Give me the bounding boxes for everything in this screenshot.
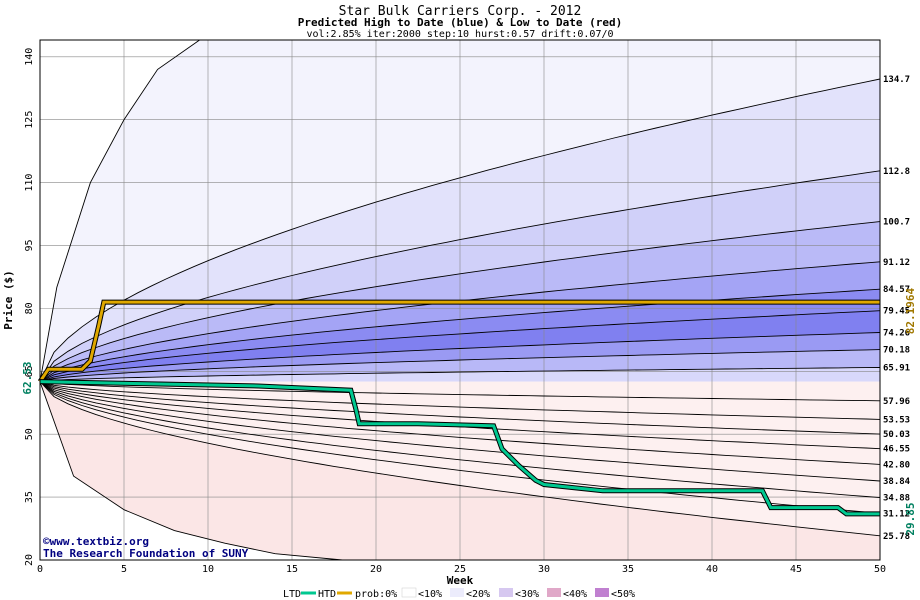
quantile-end-label: 84.57 xyxy=(883,285,910,295)
quantile-end-label: 74.26 xyxy=(883,328,910,338)
legend: LTD HTD prob:0% <10% <20% <30% <40% <50% xyxy=(283,587,635,600)
chart-params: vol:2.85% iter:2000 step:10 hurst:0.57 d… xyxy=(306,29,613,40)
quantile-end-label: 25.78 xyxy=(883,532,910,542)
x-tick-label: 5 xyxy=(121,564,127,575)
quantile-end-label: 31.12 xyxy=(883,509,910,519)
x-tick-label: 45 xyxy=(790,564,802,575)
low-quantile-line-1 xyxy=(39,381,881,420)
low-quantile-line-0 xyxy=(39,381,881,402)
series-lines xyxy=(37,299,880,517)
x-tick-label: 10 xyxy=(202,564,214,575)
y-tick-label: 80 xyxy=(24,302,35,314)
high-quantile-line-4 xyxy=(39,288,881,382)
y-tick-label: 95 xyxy=(24,239,35,251)
low-quantile-line-5 xyxy=(39,381,881,482)
y-axis-label: Price ($) xyxy=(2,270,15,330)
legend-lt30-label: <30% xyxy=(515,589,539,600)
high-band-3 xyxy=(40,221,880,382)
y-tick-label: 20 xyxy=(24,554,35,566)
quantile-end-label: 38.84 xyxy=(883,477,911,487)
x-tick-label: 20 xyxy=(370,564,382,575)
high-band-5 xyxy=(40,289,880,382)
legend-lt50-label: <50% xyxy=(611,589,635,600)
x-tick-label: 40 xyxy=(706,564,718,575)
quantile-end-label: 65.91 xyxy=(883,363,910,373)
y-tick-label: 50 xyxy=(24,428,35,440)
ltd-end-label: 29.85 xyxy=(904,502,917,535)
quantile-end-label: 134.7 xyxy=(883,75,910,85)
quantile-end-label: 112.8 xyxy=(883,167,910,177)
right-quantile-labels: 65.91 70.18 74.26 79.45 84.57 91.12 100.7 112.8… xyxy=(883,75,911,542)
quantile-lines xyxy=(39,39,881,561)
low-quantile-line-7 xyxy=(39,381,881,514)
x-tick-label: 50 xyxy=(874,564,886,575)
quantile-end-label: 70.18 xyxy=(883,346,910,356)
y-axis-ticks: 20 35 50 65 80 95 110 125 140 xyxy=(24,48,35,566)
legend-htd-label: HTD xyxy=(318,589,336,600)
legend-lt40-label: <40% xyxy=(563,589,587,600)
high-quantile-line-2 xyxy=(39,221,881,382)
high-quantile-line-1 xyxy=(39,170,881,382)
quantile-end-label: 91.12 xyxy=(883,258,910,268)
high-quantile-line-0 xyxy=(39,78,881,382)
legend-swatch-10 xyxy=(450,588,464,597)
outer-high-line xyxy=(39,39,200,382)
legend-swatch-20 xyxy=(499,588,513,597)
high-quantile-line-5 xyxy=(39,310,881,383)
x-axis-label: Week xyxy=(447,574,474,587)
legend-swatch-30 xyxy=(547,588,561,597)
watermark-url: ©www.textbiz.org xyxy=(43,535,149,548)
high-band-2 xyxy=(40,170,880,382)
low-quantile-line-8 xyxy=(39,381,881,537)
high-band-0 xyxy=(40,40,880,382)
ltd-line xyxy=(39,380,880,516)
quantile-end-label: 34.88 xyxy=(883,494,910,504)
high-quantile-line-8 xyxy=(39,367,881,383)
legend-lt10-label: <10% xyxy=(418,589,442,600)
watermark-org: The Research Foundation of SUNY xyxy=(43,547,249,560)
start-price-label: 62.53 xyxy=(21,361,34,394)
htd-end-label: 82.1964 xyxy=(904,287,917,334)
legend-swatch-0 xyxy=(401,587,417,598)
y-tick-label: 110 xyxy=(24,174,35,192)
high-band-4 xyxy=(40,261,880,382)
quantile-end-label: 42.80 xyxy=(883,460,910,470)
quantile-end-label: 57.96 xyxy=(883,397,910,407)
low-quantile-line-2 xyxy=(39,381,881,435)
high-quantile-line-6 xyxy=(39,332,881,383)
low-quantile-line-6 xyxy=(39,381,881,499)
htd-line xyxy=(38,300,880,383)
x-tick-label: 15 xyxy=(286,564,298,575)
outer-low-line xyxy=(39,381,343,561)
x-tick-label: 25 xyxy=(454,564,466,575)
y-tick-label: 35 xyxy=(24,491,35,503)
quantile-end-label: 53.53 xyxy=(883,415,910,425)
chart-subtitle: Predicted High to Date (blue) & Low to D… xyxy=(298,16,623,29)
low-quantile-line-4 xyxy=(39,381,881,465)
quantile-end-label: 79.45 xyxy=(883,307,910,317)
quantile-end-label: 50.03 xyxy=(883,430,910,440)
y-tick-label: 125 xyxy=(24,111,35,129)
quantile-end-label: 46.55 xyxy=(883,445,910,455)
x-tick-label: 0 xyxy=(37,564,43,575)
legend-lt20-label: <20% xyxy=(466,589,490,600)
quantile-end-label: 100.7 xyxy=(883,218,910,228)
plot-frame xyxy=(39,39,881,561)
x-axis-ticks: 0 5 10 15 20 25 30 35 40 45 50 xyxy=(37,564,886,575)
y-tick-label: 140 xyxy=(24,48,35,66)
chart-title: Star Bulk Carriers Corp. - 2012 xyxy=(339,4,582,19)
x-tick-label: 30 xyxy=(538,564,550,575)
high-quantile-line-7 xyxy=(39,349,881,383)
legend-ltd-label: LTD xyxy=(283,589,301,600)
y-tick-label: 65 xyxy=(24,365,35,377)
x-tick-label: 35 xyxy=(622,564,634,575)
legend-swatch-40 xyxy=(595,588,609,597)
legend-prob-label: prob:0% xyxy=(355,589,397,600)
